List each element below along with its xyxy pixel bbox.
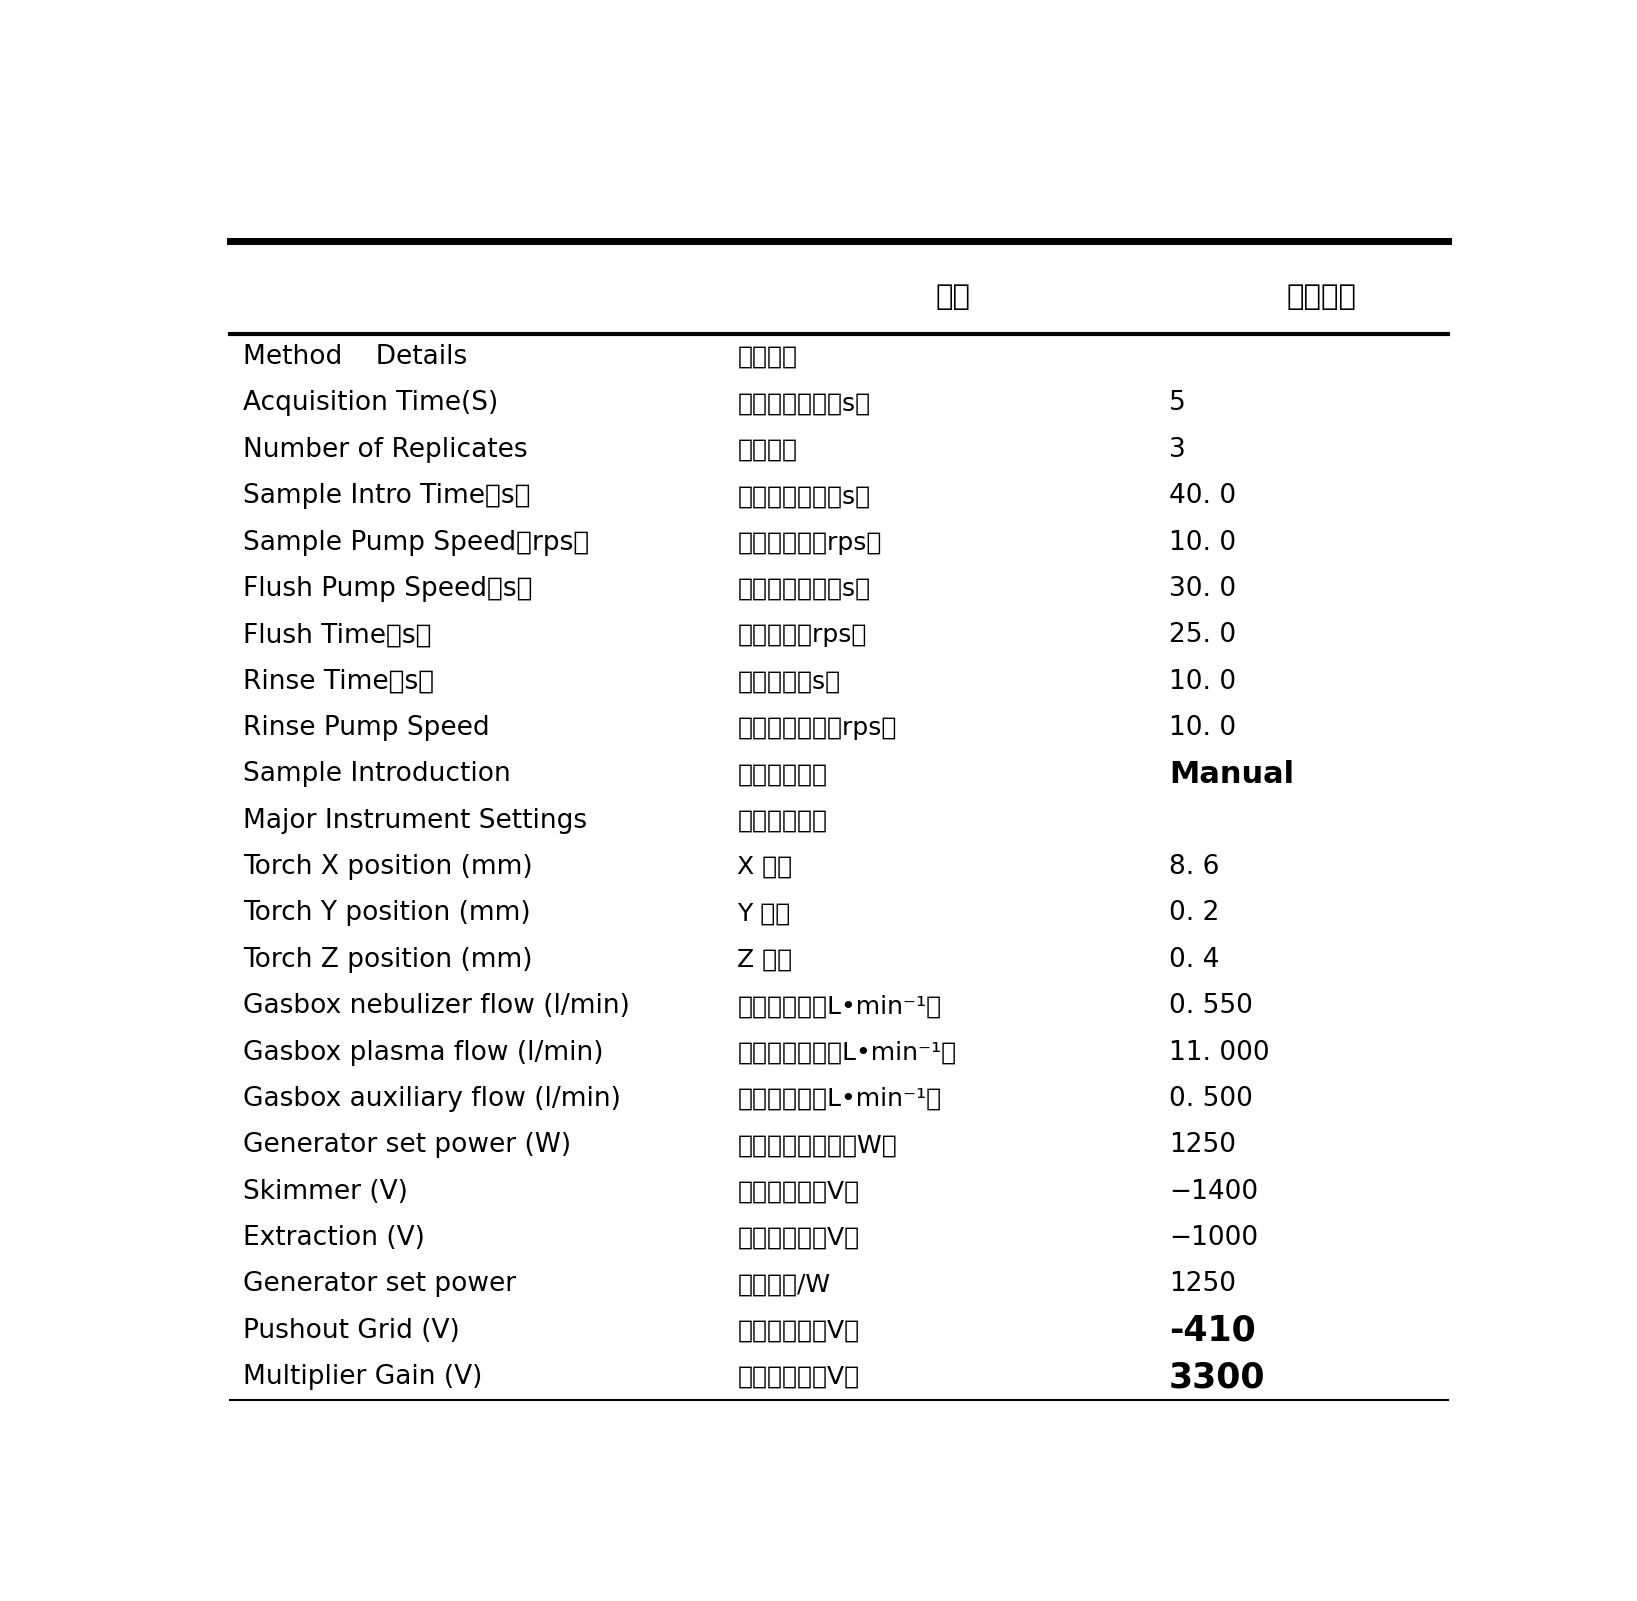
Text: 10. 0: 10. 0 [1169, 669, 1236, 695]
Text: 样品采集时间（s）: 样品采集时间（s） [737, 391, 871, 415]
Text: −1000: −1000 [1169, 1225, 1257, 1250]
Text: Extraction (V): Extraction (V) [242, 1225, 424, 1250]
Text: Rinse Pump Speed: Rinse Pump Speed [242, 716, 489, 741]
Text: 1250: 1250 [1169, 1271, 1236, 1297]
Text: 方法详情: 方法详情 [737, 346, 797, 370]
Text: 0. 4: 0. 4 [1169, 946, 1220, 973]
Text: 射频发生器功率（W）: 射频发生器功率（W） [737, 1134, 897, 1158]
Text: Gasbox nebulizer flow (l/min): Gasbox nebulizer flow (l/min) [242, 993, 630, 1020]
Text: 主要仪器参数: 主要仪器参数 [737, 809, 827, 833]
Text: 样品泵流速（rps）: 样品泵流速（rps） [737, 530, 882, 554]
Text: 抽取器电压（V）: 抽取器电压（V） [737, 1226, 859, 1250]
Text: Gasbox plasma flow (l/min): Gasbox plasma flow (l/min) [242, 1039, 602, 1066]
Text: 样品引入方式: 样品引入方式 [737, 762, 827, 786]
Text: 0. 550: 0. 550 [1169, 993, 1252, 1020]
Text: 5: 5 [1169, 391, 1185, 416]
Text: 样品引入时间（s）: 样品引入时间（s） [737, 484, 871, 508]
Text: Sample Pump Speed（rps）: Sample Pump Speed（rps） [242, 530, 589, 556]
Text: 倍增放大率（V）: 倍增放大率（V） [737, 1366, 859, 1390]
Text: 雾化器流量（L•min⁻¹）: 雾化器流量（L•min⁻¹） [737, 994, 941, 1018]
Text: 冲刷泵速（rps）: 冲刷泵速（rps） [737, 623, 868, 647]
Text: 重复次数: 重复次数 [737, 437, 797, 461]
Text: 8. 6: 8. 6 [1169, 853, 1220, 881]
Text: 10. 0: 10. 0 [1169, 530, 1236, 556]
Text: 射频功率/W: 射频功率/W [737, 1273, 830, 1297]
Text: Gasbox auxiliary flow (l/min): Gasbox auxiliary flow (l/min) [242, 1085, 620, 1111]
Text: 工作条件: 工作条件 [1287, 283, 1355, 311]
Text: Manual: Manual [1169, 760, 1293, 789]
Text: Generator set power (W): Generator set power (W) [242, 1132, 571, 1158]
Text: Sample Introduction: Sample Introduction [242, 762, 511, 788]
Text: 40. 0: 40. 0 [1169, 484, 1236, 509]
Text: 3: 3 [1169, 437, 1185, 463]
Text: Pushout Grid (V): Pushout Grid (V) [242, 1318, 460, 1343]
Text: Sample Intro Time（s）: Sample Intro Time（s） [242, 484, 530, 509]
Text: Torch X position (mm): Torch X position (mm) [242, 853, 532, 881]
Text: Torch Z position (mm): Torch Z position (mm) [242, 946, 532, 973]
Text: 清洗时间（s）: 清洗时间（s） [737, 669, 840, 693]
Text: 0. 500: 0. 500 [1169, 1085, 1252, 1111]
Text: Flush Time（s）: Flush Time（s） [242, 623, 431, 648]
Text: 1250: 1250 [1169, 1132, 1236, 1158]
Text: Acquisition Time(S): Acquisition Time(S) [242, 391, 498, 416]
Text: 30. 0: 30. 0 [1169, 576, 1236, 602]
Text: 项目: 项目 [936, 283, 971, 311]
Text: 0. 2: 0. 2 [1169, 900, 1220, 927]
Text: −1400: −1400 [1169, 1178, 1257, 1204]
Text: Major Instrument Settings: Major Instrument Settings [242, 807, 586, 834]
Text: 11. 000: 11. 000 [1169, 1039, 1269, 1066]
Text: 辅助气流量（L•min⁻¹）: 辅助气流量（L•min⁻¹） [737, 1087, 941, 1111]
Text: 清洗样品泵速（rps）: 清洗样品泵速（rps） [737, 716, 897, 740]
Text: 10. 0: 10. 0 [1169, 716, 1236, 741]
Text: 25. 0: 25. 0 [1169, 623, 1236, 648]
Text: Number of Replicates: Number of Replicates [242, 437, 527, 463]
Text: Skimmer (V): Skimmer (V) [242, 1178, 408, 1204]
Text: Flush Pump Speed（s）: Flush Pump Speed（s） [242, 576, 532, 602]
Text: Torch Y position (mm): Torch Y position (mm) [242, 900, 530, 927]
Text: -410: -410 [1169, 1314, 1256, 1348]
Text: X 坐标: X 坐标 [737, 855, 792, 879]
Text: 发射网电压（V）: 发射网电压（V） [737, 1319, 859, 1343]
Text: Multiplier Gain (V): Multiplier Gain (V) [242, 1364, 481, 1390]
Text: Method    Details: Method Details [242, 344, 467, 370]
Text: Y 坐标: Y 坐标 [737, 901, 791, 925]
Text: 3300: 3300 [1169, 1361, 1265, 1394]
Text: 撇取锥电压（V）: 撇取锥电压（V） [737, 1180, 859, 1204]
Text: Generator set power: Generator set power [242, 1271, 516, 1297]
Text: 等离子体流量（L•min⁻¹）: 等离子体流量（L•min⁻¹） [737, 1041, 956, 1065]
Text: Rinse Time（s）: Rinse Time（s） [242, 669, 434, 695]
Text: 允许冲刷时间（s）: 允许冲刷时间（s） [737, 576, 871, 600]
Text: Z 坐标: Z 坐标 [737, 948, 792, 972]
